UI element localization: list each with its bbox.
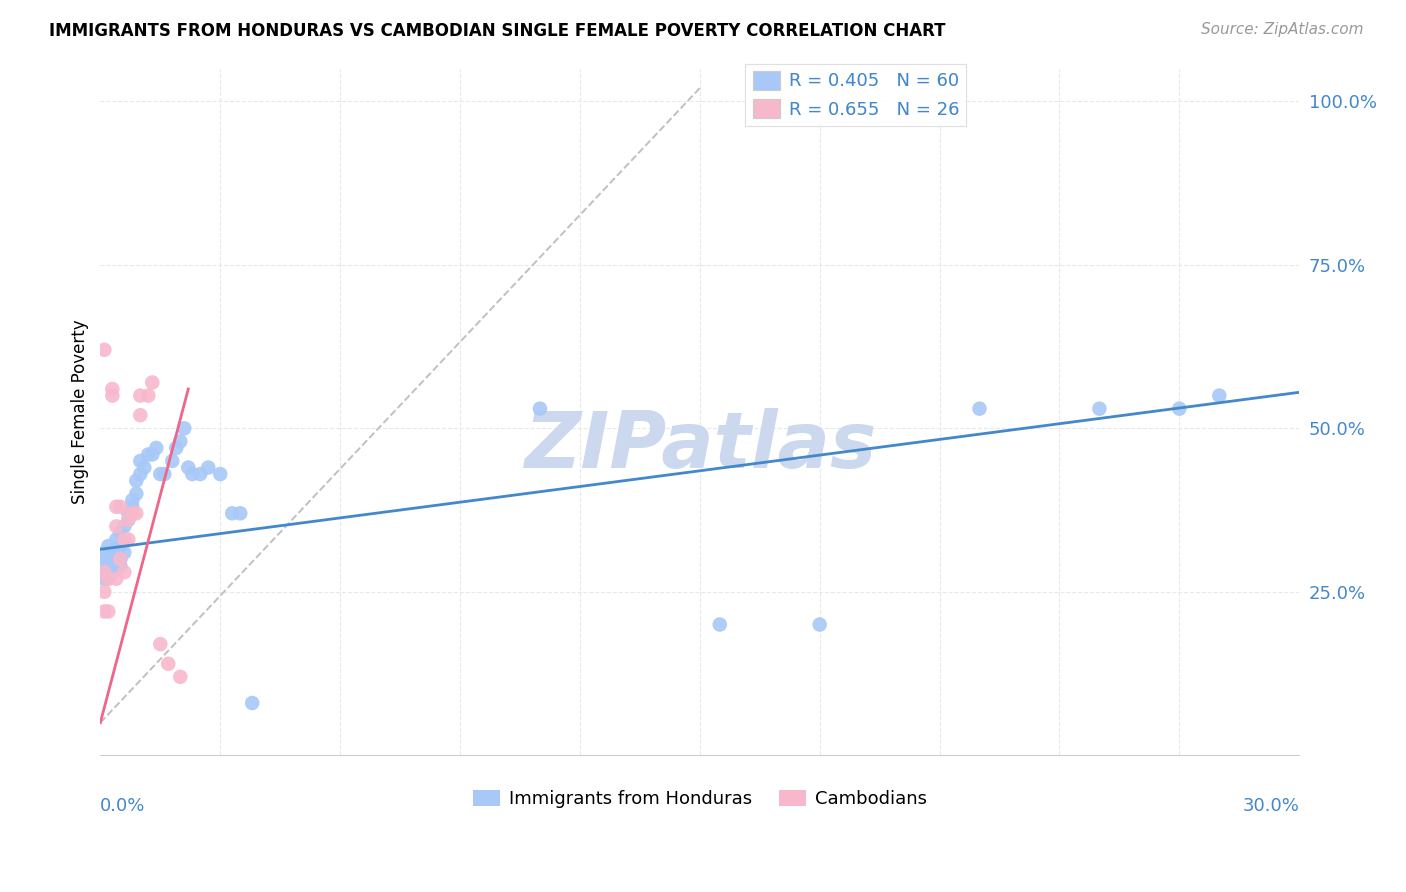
Point <box>969 401 991 416</box>
Y-axis label: Single Female Poverty: Single Female Poverty <box>72 319 89 504</box>
Point <box>97 539 120 553</box>
Point <box>229 506 252 520</box>
Point <box>110 558 132 573</box>
Point <box>125 486 148 500</box>
Point <box>93 572 115 586</box>
Point <box>136 388 159 402</box>
Point <box>93 584 115 599</box>
Point <box>105 500 128 514</box>
Point <box>93 604 115 618</box>
Text: IMMIGRANTS FROM HONDURAS VS CAMBODIAN SINGLE FEMALE POVERTY CORRELATION CHART: IMMIGRANTS FROM HONDURAS VS CAMBODIAN SI… <box>49 22 946 40</box>
Point <box>97 572 120 586</box>
Point <box>125 506 148 520</box>
Point <box>105 545 128 559</box>
Point <box>110 525 132 540</box>
Text: ZIPatlas: ZIPatlas <box>523 409 876 484</box>
Point <box>112 533 135 547</box>
Point <box>1168 401 1191 416</box>
Text: 0.0%: 0.0% <box>100 797 146 814</box>
Point <box>93 545 115 559</box>
Point <box>101 565 124 579</box>
Point <box>129 454 152 468</box>
Point <box>169 670 191 684</box>
Point <box>197 460 219 475</box>
Point <box>1208 388 1230 402</box>
Point <box>97 604 120 618</box>
Point <box>93 343 115 357</box>
Point <box>240 696 263 710</box>
Point <box>105 558 128 573</box>
Point <box>149 467 172 481</box>
Point <box>101 552 124 566</box>
Point <box>97 558 120 573</box>
Point <box>169 434 191 449</box>
Legend: R = 0.405   N = 60, R = 0.655   N = 26: R = 0.405 N = 60, R = 0.655 N = 26 <box>745 64 966 126</box>
Point <box>93 565 115 579</box>
Point <box>221 506 243 520</box>
Point <box>105 519 128 533</box>
Point <box>110 552 132 566</box>
Point <box>97 572 120 586</box>
Point <box>97 558 120 573</box>
Point <box>121 506 143 520</box>
Point <box>97 565 120 579</box>
Text: 30.0%: 30.0% <box>1243 797 1299 814</box>
Point <box>129 388 152 402</box>
Point <box>153 467 176 481</box>
Point <box>157 657 180 671</box>
Point <box>105 552 128 566</box>
Point <box>110 539 132 553</box>
Point <box>808 617 831 632</box>
Point <box>110 500 132 514</box>
Point <box>145 441 167 455</box>
Point <box>101 382 124 396</box>
Point <box>209 467 232 481</box>
Point <box>97 552 120 566</box>
Point <box>93 565 115 579</box>
Point <box>529 401 551 416</box>
Point <box>117 513 139 527</box>
Point <box>141 447 163 461</box>
Point <box>117 533 139 547</box>
Point <box>121 500 143 514</box>
Point <box>105 533 128 547</box>
Point <box>162 454 184 468</box>
Point <box>117 506 139 520</box>
Point <box>1088 401 1111 416</box>
Point <box>125 474 148 488</box>
Point <box>129 467 152 481</box>
Point <box>177 460 200 475</box>
Point <box>173 421 195 435</box>
Point <box>110 552 132 566</box>
Point <box>101 545 124 559</box>
Point <box>149 637 172 651</box>
Point <box>105 572 128 586</box>
Point <box>165 441 187 455</box>
Point <box>188 467 211 481</box>
Point <box>709 617 731 632</box>
Text: Source: ZipAtlas.com: Source: ZipAtlas.com <box>1201 22 1364 37</box>
Point <box>121 493 143 508</box>
Point <box>112 519 135 533</box>
Point <box>101 552 124 566</box>
Point <box>181 467 204 481</box>
Point <box>101 558 124 573</box>
Point <box>141 376 163 390</box>
Point <box>93 558 115 573</box>
Point <box>112 545 135 559</box>
Point <box>134 460 156 475</box>
Point <box>117 513 139 527</box>
Point <box>112 565 135 579</box>
Point <box>101 388 124 402</box>
Point <box>129 408 152 422</box>
Point <box>136 447 159 461</box>
Point <box>112 533 135 547</box>
Point <box>93 552 115 566</box>
